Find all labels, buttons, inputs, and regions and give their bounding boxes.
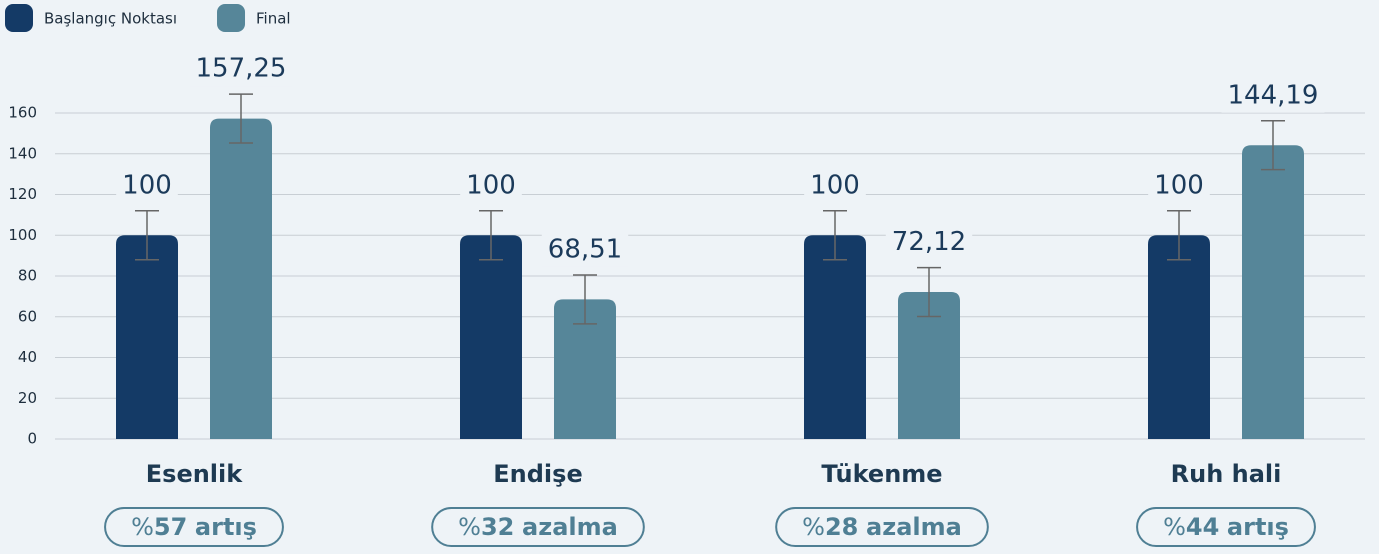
annotation-pill [431, 507, 645, 547]
y-tick-label: 80 [18, 267, 37, 285]
error-bar [573, 274, 597, 325]
y-tick-label: 20 [18, 389, 37, 407]
value-label: 72,12 [892, 227, 966, 257]
value-label: 68,51 [548, 234, 622, 264]
value-label-bg [541, 232, 629, 267]
error-bar [135, 210, 159, 261]
annotation-space [514, 513, 522, 541]
legend-label: Final [256, 10, 291, 28]
annotation-space [858, 513, 866, 541]
annotation-prefix: % [458, 513, 481, 541]
error-bar [823, 210, 847, 261]
annotation: %32 azalma [458, 513, 618, 541]
annotation: %44 artış [1163, 513, 1289, 541]
annotation: %57 artış [131, 513, 257, 541]
value-label-bg [885, 225, 973, 260]
value-label-bg [1148, 168, 1210, 203]
y-tick-label: 60 [18, 307, 37, 325]
y-tick-label: 120 [8, 185, 37, 203]
x-tick-label: Tükenme [821, 460, 942, 488]
y-tick-label: 140 [8, 144, 37, 162]
value-label-bg [189, 52, 293, 87]
legend-label: Başlangıç Noktası [44, 10, 177, 28]
annotation-number: 28 [825, 513, 858, 541]
bar [554, 299, 616, 439]
error-bar [917, 266, 941, 318]
legend-swatch [217, 4, 246, 32]
value-label: 144,19 [1228, 80, 1319, 110]
value-label-bg [1221, 78, 1325, 113]
value-label: 157,25 [196, 54, 287, 84]
value-label: 100 [1154, 170, 1204, 200]
annotation-pill [775, 507, 989, 547]
annotation-pill [1136, 507, 1316, 547]
x-tick-label: Endişe [493, 460, 582, 488]
annotation-number: 44 [1186, 513, 1219, 541]
annotation: %28 azalma [802, 513, 962, 541]
legend-swatch [5, 4, 33, 32]
x-tick-label: Esenlik [146, 460, 243, 488]
bar [804, 235, 866, 439]
error-bar [229, 93, 253, 144]
value-label-bg [460, 168, 522, 203]
value-label: 100 [122, 170, 172, 200]
bar [1242, 145, 1304, 439]
y-tick-label: 0 [27, 430, 37, 448]
bar [116, 235, 178, 439]
annotation-number: 57 [154, 513, 187, 541]
annotation-number: 32 [481, 513, 514, 541]
y-tick-label: 160 [8, 104, 37, 122]
annotation-text: azalma [522, 513, 618, 541]
annotation-space [187, 513, 195, 541]
y-tick-label: 40 [18, 348, 37, 366]
bar [210, 118, 272, 440]
bar [1148, 235, 1210, 439]
y-tick-label: 100 [8, 226, 37, 244]
value-label-bg [116, 168, 178, 203]
error-bar [1167, 210, 1191, 261]
annotation-pill [104, 507, 284, 547]
error-bar [479, 210, 503, 261]
x-tick-label: Ruh hali [1171, 460, 1282, 488]
annotation-space [1219, 513, 1227, 541]
annotation-text: azalma [866, 513, 962, 541]
annotation-text: artış [1227, 513, 1289, 541]
error-bar [1261, 120, 1285, 171]
value-label: 100 [810, 170, 860, 200]
annotation-prefix: % [802, 513, 825, 541]
bar [460, 235, 522, 439]
annotation-text: artış [195, 513, 257, 541]
annotation-prefix: % [1163, 513, 1186, 541]
value-label-bg [804, 168, 866, 203]
bar [898, 292, 960, 439]
annotation-prefix: % [131, 513, 154, 541]
value-label: 100 [466, 170, 516, 200]
